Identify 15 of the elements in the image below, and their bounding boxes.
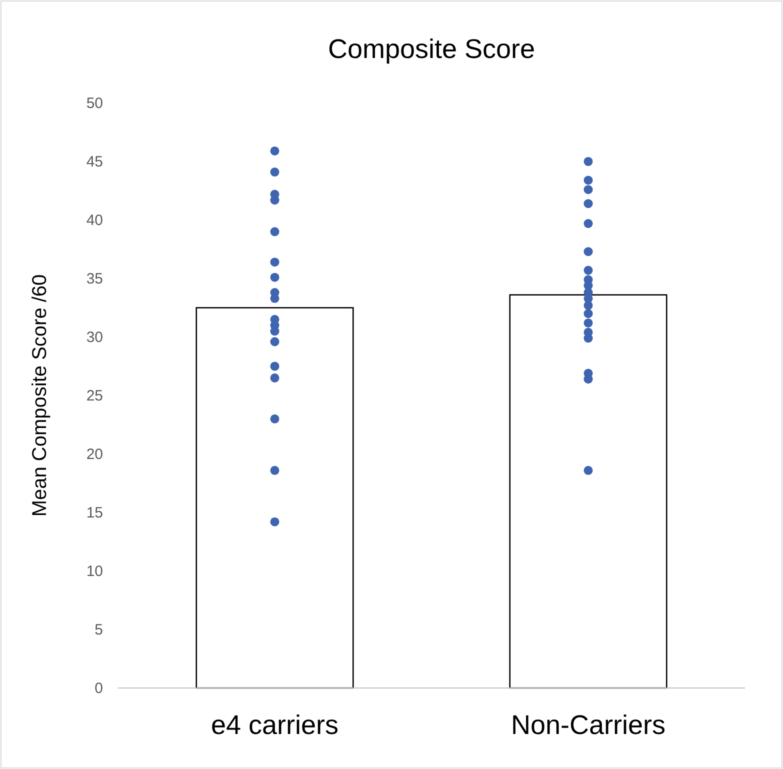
y-tick-label: 25 [86,387,103,404]
y-tick-label: 30 [86,328,103,346]
chart-title: Composite Score [328,34,536,64]
y-tick-label: 50 [86,94,103,112]
y-tick-label: 20 [86,446,103,463]
y-tick-label: 15 [86,504,103,522]
y-tick-label: 45 [86,153,103,170]
x-tick-label: Non-Carriers [510,710,666,740]
y-tick-label: 35 [86,270,103,288]
x-tick-label: e4 carriers [210,710,339,740]
y-tick-label: 10 [86,562,103,580]
y-axis-title: Mean Composite Score /60 [29,274,51,517]
y-tick-label: 5 [94,621,103,638]
y-tick-label: 0 [94,680,103,697]
y-tick-label: 40 [86,212,103,229]
